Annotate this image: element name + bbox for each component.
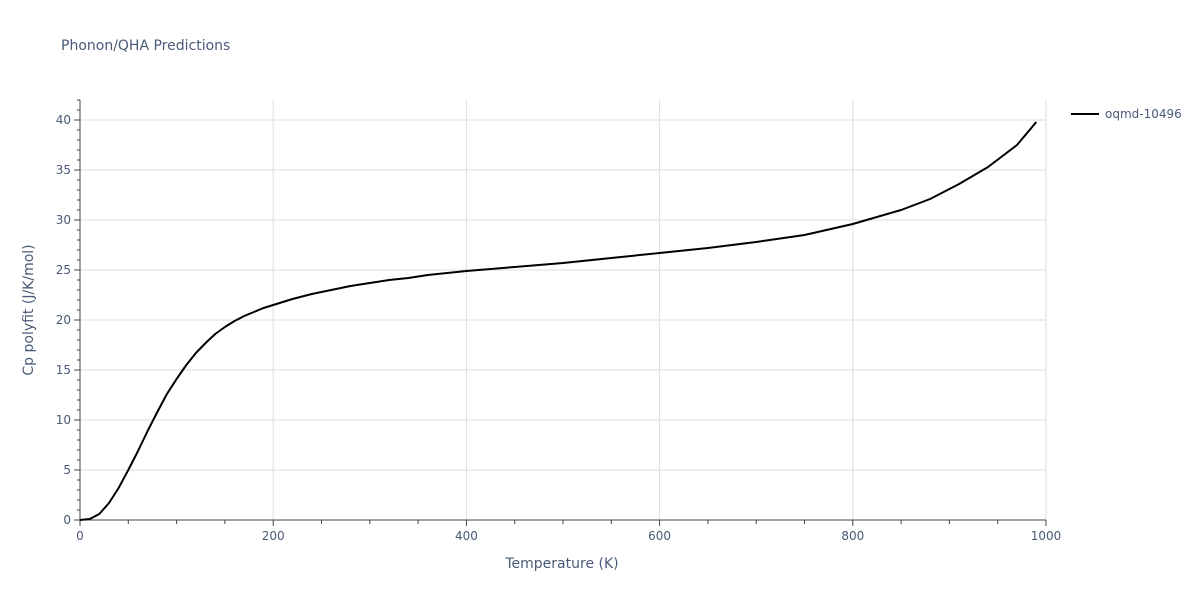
series-line-oqmd-10496[interactable] — [79, 121, 1038, 521]
legend-label[interactable]: oqmd-10496 — [1105, 107, 1182, 121]
y-tick-label: 15 — [56, 363, 71, 377]
y-tick-label: 30 — [56, 213, 71, 227]
y-tick-label: 5 — [63, 463, 71, 477]
y-tick-label: 0 — [63, 513, 71, 527]
x-tick-label: 0 — [76, 529, 84, 543]
y-tick-label: 35 — [56, 163, 71, 177]
y-tick-label: 10 — [56, 413, 71, 427]
x-tick-label: 200 — [262, 529, 285, 543]
series-layer — [79, 121, 1038, 521]
y-tick-label: 40 — [56, 113, 71, 127]
x-tick-label: 800 — [841, 529, 864, 543]
y-axis-title: Cp polyfit (J/K/mol) — [21, 244, 37, 375]
axes-layer: 0 200 400 600 800 1000 0 5 10 15 20 25 30 35 40 — [56, 99, 1062, 543]
x-tick-label: 600 — [648, 529, 671, 543]
grid-layer — [80, 100, 1047, 520]
x-tick-label: 400 — [455, 529, 478, 543]
x-axis-title: Temperature (K) — [504, 556, 618, 572]
legend[interactable]: oqmd-10496 — [1071, 107, 1182, 121]
chart-title: Phonon/QHA Predictions — [61, 38, 230, 54]
x-tick-label: 1000 — [1031, 529, 1062, 543]
y-tick-label: 25 — [56, 263, 71, 277]
y-tick-label: 20 — [56, 313, 71, 327]
